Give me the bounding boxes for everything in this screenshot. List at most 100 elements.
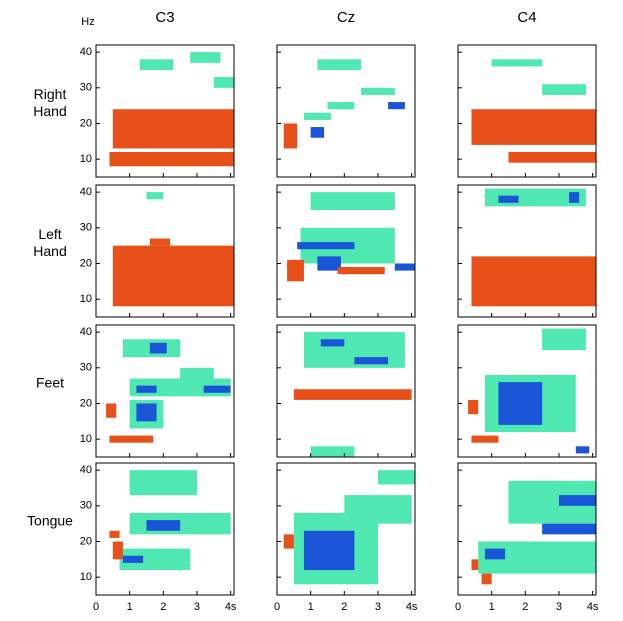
region-weak [303,112,331,120]
region-weak [317,59,362,70]
panel-frame [457,44,597,178]
region-weak [129,470,197,496]
panel-body [283,470,415,585]
panel-frame [276,44,416,178]
panel: 10 20 30 40 0 1 2 3 4s [80,462,237,613]
panel: 10 20 30 40 [80,184,235,318]
region-erd [203,385,231,393]
region-erd [388,102,405,110]
y-tick-label: 30 [80,500,92,512]
panel-frame [276,462,416,596]
region-erd [149,342,167,354]
region-erd [317,256,341,271]
panel-body [471,188,596,307]
region-weak [361,87,395,95]
region-ers [112,245,234,307]
region-erd [136,403,157,422]
y-tick-label: 30 [80,222,92,234]
region-ers [283,534,294,549]
x-tick-label: 0 [93,601,99,613]
region-erd [146,520,181,531]
panel-body [109,470,231,571]
region-erd [498,195,519,203]
region-ers [471,109,596,145]
region-ers [481,573,492,585]
region-weak [213,77,234,88]
region-ers [471,559,479,571]
region-ers [468,399,479,415]
region-ers [471,256,596,307]
x-tick-label: 0 [455,601,461,613]
y-tick-label: 30 [80,362,92,374]
panel-frame [457,324,597,458]
region-ers [149,238,171,246]
panel [276,324,416,458]
region-ers [337,267,385,275]
x-tick-label: 2 [160,601,166,613]
panel-frame [95,324,235,458]
region-ers [508,152,596,163]
y-tick-label: 10 [80,571,92,583]
region-weak [377,470,415,485]
y-tick-label: 10 [80,433,92,445]
x-tick-label: 0 [274,601,280,613]
row-label: Feet [35,374,64,391]
row-label: Right Hand [33,86,67,119]
y-tick-label: 20 [80,257,92,269]
panel-body [293,332,412,457]
x-tick-label: 4s [406,601,418,613]
region-erd [310,127,325,138]
x-tick-label: 3 [194,601,200,613]
y-tick-label: 20 [80,535,92,547]
region-weak [146,192,164,200]
panel-frame [95,462,235,596]
region-weak [344,495,412,524]
y-tick-label: 20 [80,397,92,409]
region-ers [106,403,117,418]
region-erd [303,530,355,571]
column-label: Cz [337,9,355,26]
x-tick-label: 4s [225,601,237,613]
x-tick-label: 3 [375,601,381,613]
y-unit: Hz [81,16,94,28]
region-erd [558,495,596,506]
panel: 10 20 30 40 [80,44,235,178]
panel-body [109,52,234,167]
x-tick-label: 4s [587,601,599,613]
region-weak [491,59,543,67]
panel [276,44,416,178]
region-weak [180,367,214,386]
panel [457,184,597,318]
y-tick-label: 20 [80,117,92,129]
region-weak [327,102,355,110]
region-weak [542,84,586,95]
y-tick-label: 40 [80,186,92,198]
column-label: C4 [517,9,536,26]
x-tick-label: 3 [556,601,562,613]
x-tick-label: 2 [341,601,347,613]
region-erd [320,339,345,347]
panel-frame [95,44,235,178]
panel [457,324,597,458]
region-erd [122,555,144,563]
region-weak [139,59,174,70]
region-weak [310,446,355,457]
region-ers [471,435,499,443]
region-erd [498,382,543,425]
row-label: Left Hand [33,226,67,259]
x-tick-label: 1 [308,601,314,613]
region-ers [287,259,304,282]
row-label: Tongue [27,512,73,529]
region-erd [569,192,580,203]
panel-body [287,192,415,282]
x-tick-label: 1 [489,601,495,613]
region-weak [119,548,191,571]
y-tick-label: 10 [80,293,92,305]
panel-body [112,192,234,307]
region-weak [310,192,395,210]
panel-body [471,59,596,163]
panel-frame [457,184,597,318]
region-erd [136,385,157,393]
